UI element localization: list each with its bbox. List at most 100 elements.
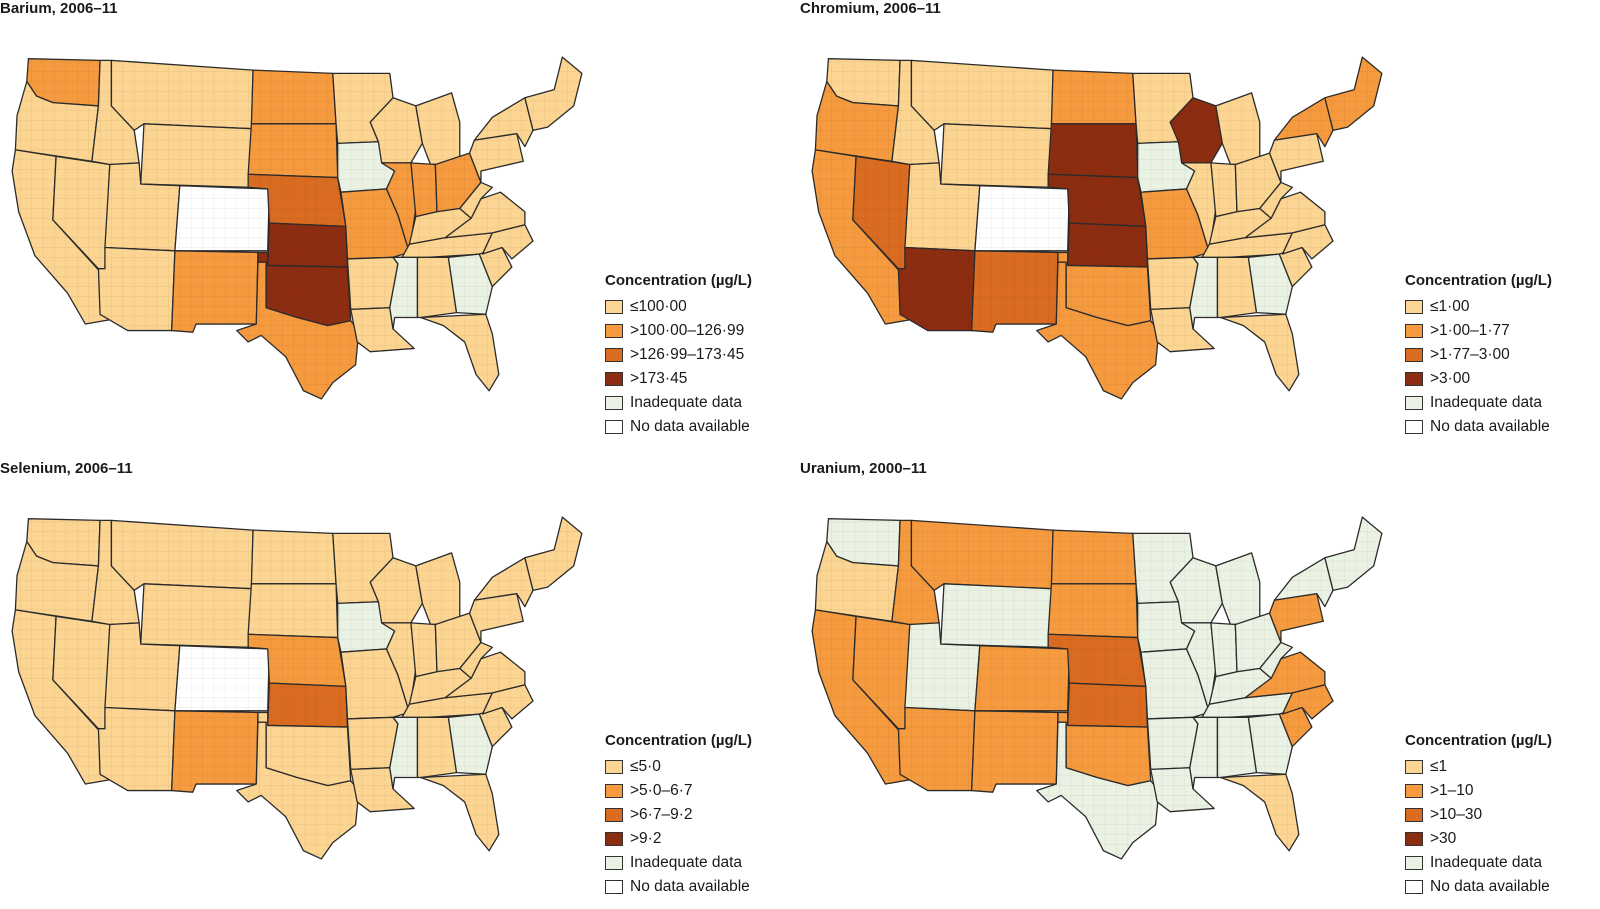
legend-item: >30 [1405, 827, 1595, 851]
legend-swatch [1405, 760, 1423, 774]
state-nm [171, 250, 259, 333]
legend-item: ≤100·00 [605, 295, 795, 319]
state-ks [267, 682, 349, 728]
panel-chromium: Chromium, 2006–11 Concentration (µg/L) ≤… [800, 0, 1600, 449]
legend-label: ≤5·0 [630, 758, 661, 775]
state-wi [1169, 97, 1223, 164]
legend-label: ≤1·00 [1430, 298, 1470, 315]
state-wv [459, 181, 493, 219]
state-wv [459, 641, 493, 679]
legend-label: Inadequate data [1430, 854, 1543, 871]
state-va [1244, 651, 1326, 699]
state-pa [1268, 592, 1324, 644]
state-wi [369, 97, 423, 164]
legend-swatch [1405, 420, 1423, 434]
legend-title: Concentration (µg/L) [605, 732, 752, 749]
legend: Concentration (µg/L) ≤100·00 >100·00–126… [605, 272, 795, 439]
state-va [444, 651, 526, 699]
state-ga [1247, 253, 1293, 315]
state-az [97, 246, 176, 332]
legend-label: >30 [1430, 830, 1457, 847]
legend-item: No data available [605, 415, 795, 439]
state-nm [971, 250, 1059, 333]
state-tx [236, 261, 360, 400]
legend-label: Inadequate data [1430, 394, 1543, 411]
state-ne-us [524, 516, 583, 591]
state-al [416, 716, 458, 779]
state-ga [447, 713, 493, 775]
legend-title: Concentration (µg/L) [605, 272, 752, 289]
state-mt [910, 519, 1054, 591]
legend: Concentration (µg/L) ≤5·0 >5·0–6·7 >6·7–… [605, 732, 795, 899]
panel-title: Selenium, 2006–11 [0, 460, 133, 477]
legend-label: >126·99–173·45 [630, 346, 745, 363]
state-fl [420, 773, 500, 852]
state-al [1216, 716, 1258, 779]
state-wy [140, 123, 253, 188]
legend-label: >173·45 [630, 370, 688, 387]
legend: Concentration (µg/L) ≤1·00 >1·00–1·77 >1… [1405, 272, 1595, 439]
panel-uranium: Uranium, 2000–11 Concentration (µg/L) ≤1… [800, 460, 1600, 909]
legend-label: >1·77–3·00 [1430, 346, 1510, 363]
legend: Concentration (µg/L) ≤1 >1–10 >10–30 >30… [1405, 732, 1595, 899]
legend-label: >1·00–1·77 [1430, 322, 1510, 339]
legend-swatch [1405, 372, 1423, 386]
us-map-svg [11, 516, 583, 860]
legend-label: ≤1 [1430, 758, 1448, 775]
legend-item: ≤1 [1405, 755, 1595, 779]
panel-title: Uranium, 2000–11 [800, 460, 927, 477]
us-map-svg [811, 516, 1383, 860]
legend-label: >100·00–126·99 [630, 322, 745, 339]
state-pa [468, 592, 524, 644]
state-wv [1259, 181, 1293, 219]
legend-swatch [605, 372, 623, 386]
legend-swatch [1405, 348, 1423, 362]
legend-item: >126·99–173·45 [605, 343, 795, 367]
state-va [1244, 191, 1326, 239]
state-ga [1247, 713, 1293, 775]
legend-item: >173·45 [605, 367, 795, 391]
legend-swatch [605, 396, 623, 410]
legend-label: Inadequate data [630, 394, 743, 411]
state-ne-us [1324, 56, 1383, 131]
state-ks [1067, 222, 1149, 268]
legend-swatch [605, 832, 623, 846]
legend-swatch [1405, 396, 1423, 410]
legend-item: >1·00–1·77 [1405, 319, 1595, 343]
legend-swatch [1405, 880, 1423, 894]
state-wi [369, 557, 423, 624]
state-mt [110, 519, 254, 591]
legend-item: ≤1·00 [1405, 295, 1595, 319]
state-ks [267, 222, 349, 268]
legend-item: >100·00–126·99 [605, 319, 795, 343]
state-tx [1036, 261, 1160, 400]
legend-label: >5·0–6·7 [630, 782, 693, 799]
state-az [897, 246, 976, 332]
state-pa [468, 132, 524, 184]
legend-swatch [605, 856, 623, 870]
state-tx [236, 721, 360, 860]
state-fl [1220, 773, 1300, 852]
legend-label: >3·00 [1430, 370, 1471, 387]
state-nm [171, 710, 259, 793]
legend-swatch [605, 420, 623, 434]
legend-swatch [1405, 856, 1423, 870]
state-wi [1169, 557, 1223, 624]
state-pa [1268, 132, 1324, 184]
legend-label: >1–10 [1430, 782, 1474, 799]
state-mt [110, 59, 254, 131]
legend-label: No data available [630, 418, 750, 435]
legend-swatch [1405, 832, 1423, 846]
legend-swatch [1405, 784, 1423, 798]
state-az [897, 706, 976, 792]
legend-title: Concentration (µg/L) [1405, 732, 1552, 749]
state-ga [447, 253, 493, 315]
state-wv [1259, 641, 1293, 679]
legend-swatch [605, 348, 623, 362]
legend-item: Inadequate data [605, 851, 795, 875]
state-fl [420, 313, 500, 392]
legend-item: Inadequate data [1405, 851, 1595, 875]
legend-label: >10–30 [1430, 806, 1483, 823]
state-wy [940, 583, 1053, 648]
legend-item: Inadequate data [605, 391, 795, 415]
